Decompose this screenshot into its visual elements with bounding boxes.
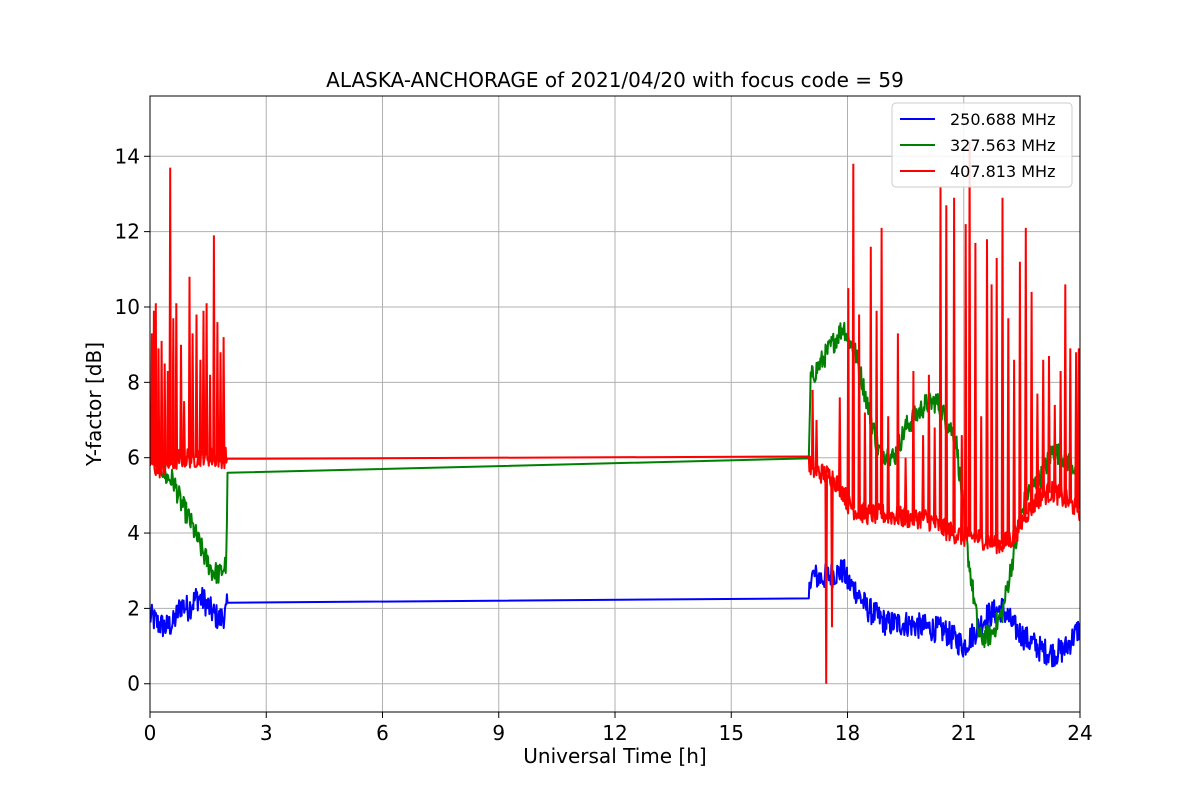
series-spike [938, 186, 943, 528]
series-spike [1000, 197, 1005, 545]
series-spike [1053, 404, 1057, 493]
series-spike [960, 435, 964, 537]
y-tick-label: 12 [115, 220, 140, 244]
series-spike [1012, 359, 1016, 537]
x-tick-label: 6 [376, 721, 389, 745]
series-spike [154, 303, 158, 468]
series-spike [830, 476, 834, 628]
series-spike [1063, 284, 1067, 500]
series-spike [989, 284, 994, 542]
series-spike [874, 310, 879, 515]
series-spike [921, 435, 925, 519]
series-spike [1074, 352, 1078, 508]
series-line [150, 444, 1080, 555]
series-spike [162, 363, 167, 466]
series-spike [221, 337, 226, 458]
legend-label-250: 250.688 MHz [950, 110, 1055, 129]
y-tick-label: 6 [127, 446, 140, 470]
series-spike [967, 141, 972, 537]
series-spike [911, 370, 916, 519]
series-spike [212, 235, 216, 458]
series-spike [1077, 348, 1080, 510]
series-spike [190, 333, 195, 458]
series-spike [1024, 227, 1028, 515]
series-spike [171, 318, 175, 462]
x-tick-label: 21 [951, 721, 976, 745]
series-spike [863, 412, 867, 514]
series-spike [1047, 355, 1051, 493]
y-axis-label: Y-factor [dB] [82, 342, 106, 467]
series-spike [810, 389, 815, 470]
series-spike [886, 416, 890, 515]
legend-label-407: 407.813 MHz [950, 162, 1055, 181]
legend-box [891, 102, 1073, 188]
series-spike [903, 457, 908, 519]
series-line [150, 558, 1080, 668]
series-spike [156, 348, 161, 469]
series-spike [179, 344, 183, 458]
series-line [150, 321, 1080, 649]
x-tick-label: 24 [1067, 721, 1092, 745]
legend: 250.688 MHz 327.563 MHz 407.813 MHz [891, 102, 1073, 188]
series-spike [952, 197, 956, 534]
x-tick-label: 18 [835, 721, 860, 745]
y-tick-label: 10 [115, 295, 140, 319]
x-tick-label: 9 [492, 721, 505, 745]
y-tick-label: 2 [127, 596, 140, 620]
series-spike [979, 416, 983, 539]
series-spike [879, 227, 884, 515]
series-spike [198, 359, 203, 456]
series-spike [194, 314, 199, 458]
series-spike [927, 374, 931, 521]
series-spike [824, 474, 828, 684]
series-spike [201, 310, 206, 455]
series-spike [896, 333, 900, 517]
series-spike [846, 288, 850, 504]
series-spike [166, 370, 170, 465]
series-spike [944, 205, 949, 531]
plot-area [150, 141, 1080, 684]
x-tick-label: 12 [602, 721, 627, 745]
y-tick-label: 8 [127, 370, 140, 394]
series-spike [1029, 291, 1034, 508]
series-spike [1041, 359, 1045, 495]
x-tick-label: 3 [260, 721, 273, 745]
series-spike [1068, 348, 1073, 504]
series-spike [1035, 393, 1040, 501]
x-tick-label: 15 [719, 721, 744, 745]
x-axis-label: Universal Time [h] [523, 744, 706, 768]
series-spike [1058, 370, 1063, 497]
series-spike [208, 374, 212, 457]
series-spike [174, 303, 179, 460]
series-spike [204, 303, 209, 456]
legend-label-327: 327.563 MHz [950, 136, 1055, 155]
series-spike [1006, 318, 1011, 541]
chart-title: ALASKA-ANCHORAGE of 2021/04/20 with focu… [326, 68, 904, 92]
series-spike [963, 224, 968, 537]
series-spike [187, 276, 192, 458]
series-spike [838, 397, 842, 487]
series-spike [994, 257, 999, 543]
series-spike [857, 314, 861, 512]
series-spike [932, 427, 937, 524]
series-spike [182, 401, 186, 458]
y-tick-label: 0 [127, 672, 140, 696]
x-tick-label: 0 [144, 721, 157, 745]
series-spike [985, 239, 989, 541]
series-spike [215, 322, 220, 458]
series-spike [973, 242, 978, 537]
y-tick-label: 14 [115, 144, 140, 168]
series-spike [168, 167, 172, 464]
series-spike [851, 163, 856, 509]
y-tick-label: 4 [127, 521, 140, 545]
series-spike [869, 246, 873, 515]
series-spike [218, 352, 223, 458]
series-spike [159, 340, 164, 468]
series-spike [814, 419, 819, 472]
series-spike [1018, 261, 1022, 526]
